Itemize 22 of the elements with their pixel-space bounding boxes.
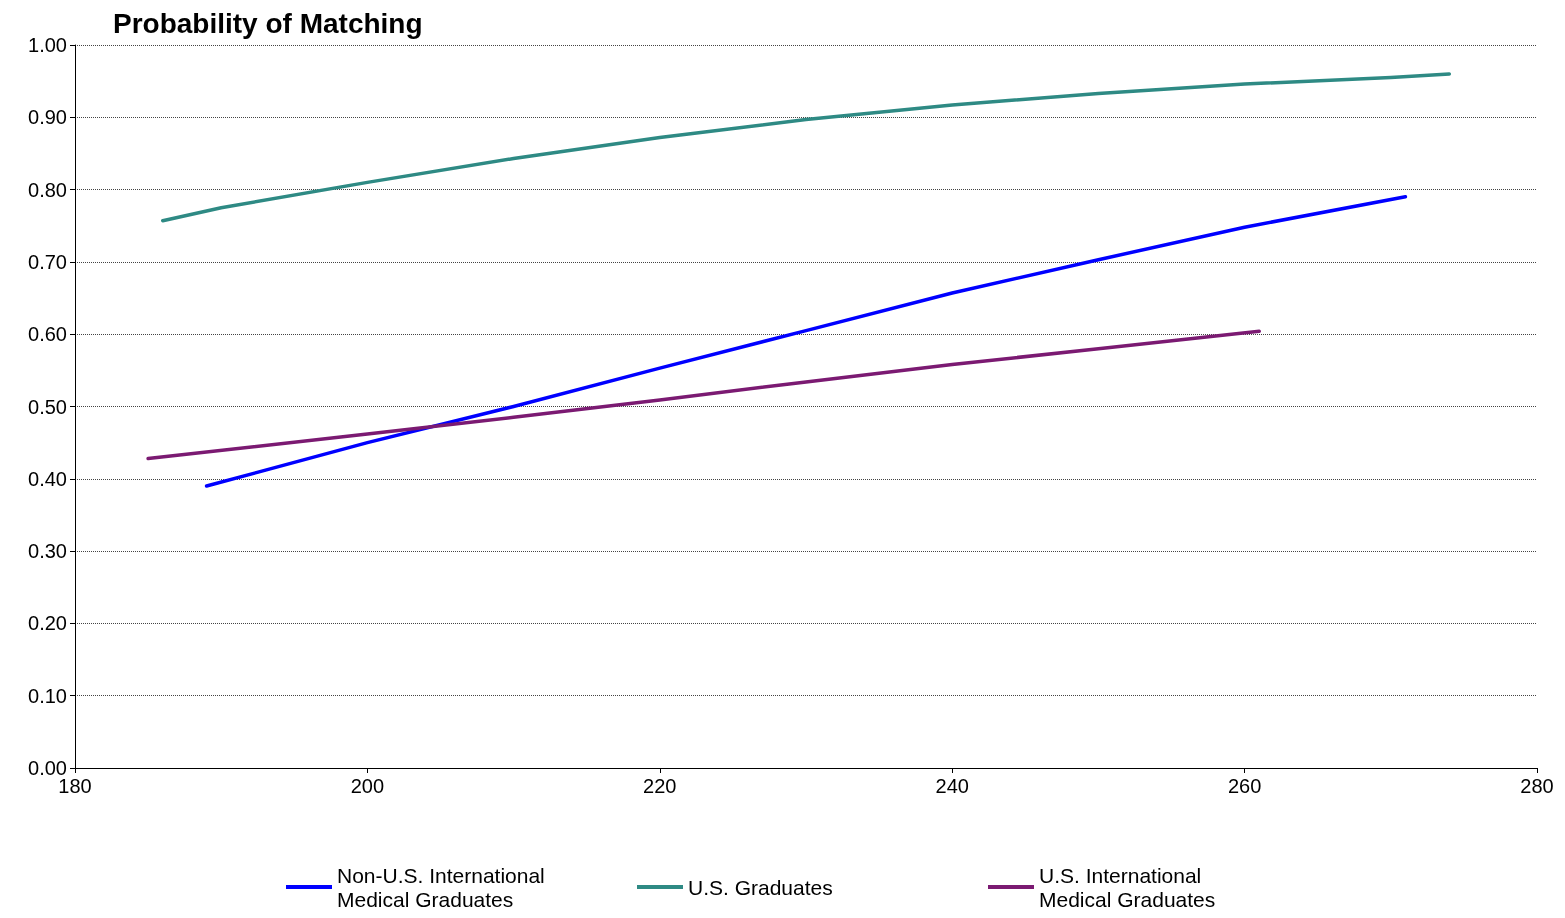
y-tick-label: 0.20 <box>28 612 67 635</box>
y-tick-label: 0.60 <box>28 323 67 346</box>
x-tick-label: 220 <box>643 775 677 797</box>
legend-label: U.S. Graduates <box>688 875 833 899</box>
y-tick-label: 0.40 <box>28 467 67 490</box>
x-tick-label: 200 <box>350 775 385 797</box>
y-tick-label: 0.50 <box>28 395 67 418</box>
x-tick-label: 240 <box>935 775 969 797</box>
line-series <box>146 329 1261 461</box>
y-tick-label: 0.30 <box>28 540 67 563</box>
y-tick-label: 0.80 <box>28 178 67 201</box>
line-series <box>160 72 1452 223</box>
y-tick-label: 0.70 <box>28 250 67 273</box>
x-tick-label: 280 <box>1520 775 1554 797</box>
legend-label: U.S. International Medical Graduates <box>1039 863 1216 911</box>
legend-label: Non-U.S. International Medical Graduates <box>337 863 551 911</box>
line-series <box>204 195 1408 488</box>
x-tick-label: 260 <box>1227 775 1262 797</box>
y-tick-label: 0.10 <box>28 684 67 707</box>
y-tick-label: 0.90 <box>28 106 67 129</box>
y-tick-label: 1.00 <box>28 34 67 56</box>
chart-title: Probability of Matching <box>113 7 423 39</box>
